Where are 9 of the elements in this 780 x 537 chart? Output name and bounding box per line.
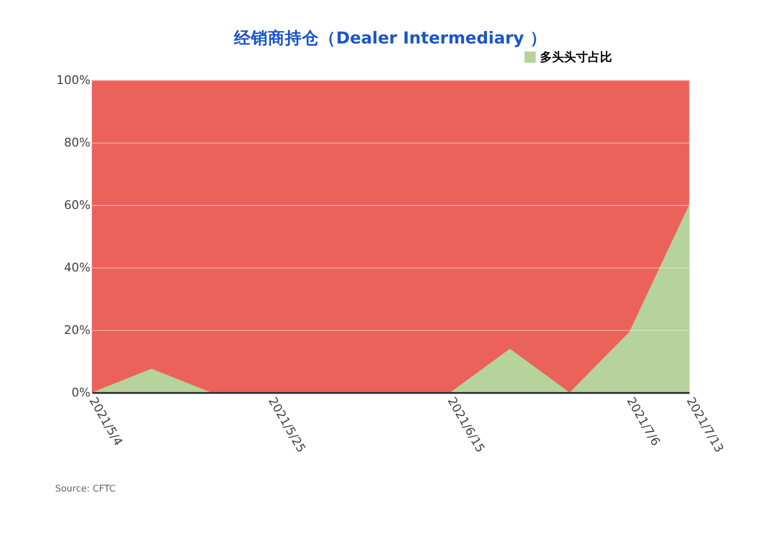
y-tick-label: 60% — [64, 198, 90, 212]
legend-label: 多头头寸占比 — [540, 50, 612, 64]
y-tick-label: 0% — [72, 386, 90, 400]
y-tick-label: 80% — [64, 136, 90, 150]
y-tick-label: 100% — [56, 73, 90, 88]
source-note: Source: CFTC — [55, 484, 116, 495]
chart-title: 经销商持仓（Dealer Intermediary ） — [233, 28, 547, 48]
y-tick-label: 40% — [64, 260, 90, 275]
y-tick-label: 20% — [64, 323, 90, 338]
